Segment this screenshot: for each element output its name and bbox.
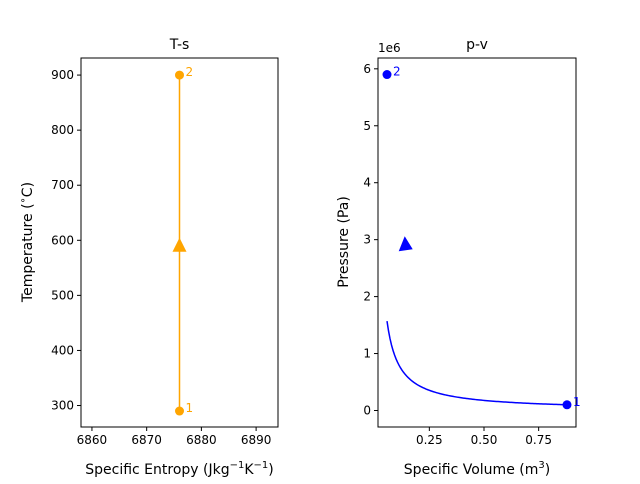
y-tick-label: 800 (51, 123, 74, 137)
state-point-1 (175, 406, 184, 416)
state-label-2: 2 (393, 65, 401, 79)
y-tick-label: 300 (51, 399, 74, 413)
pv-y-axis-label: Pressure (Pa) (336, 196, 352, 288)
ts-x-ticks: 6860 6870 6880 6890 (77, 427, 272, 447)
ts-y-ticks: 300 400 500 600 700 800 900 (51, 68, 81, 413)
pv-y-ticks: 0 1 2 3 4 5 6 (363, 62, 378, 417)
x-tick-label: 6890 (241, 433, 272, 447)
y-tick-label: 5 (363, 119, 371, 133)
ts-x-axis-label: Specific Entropy (Jkg−1K−1) (85, 460, 274, 478)
x-tick-label: 0.50 (471, 433, 498, 447)
x-tick-label: 0.25 (416, 433, 443, 447)
pv-x-axis-label: Specific Volume (m3) (404, 460, 550, 478)
state-label-1: 1 (186, 401, 194, 415)
x-tick-label: 6880 (186, 433, 217, 447)
y-tick-label: 400 (51, 343, 74, 357)
ts-chart: T-s 6860 6870 6880 6890 300 400 500 600 700 800 9… (18, 37, 279, 478)
y-tick-label: 6 (363, 62, 371, 76)
ts-y-axis-label: Temperature (∘C) (18, 182, 36, 303)
x-tick-label: 6870 (131, 433, 162, 447)
process-line (386, 321, 568, 406)
y-tick-label: 0 (363, 403, 371, 417)
ts-plot-area: 12 (172, 65, 194, 416)
y-tick-label: 4 (363, 176, 371, 190)
state-point-1 (562, 400, 572, 410)
direction-arrow (398, 236, 413, 252)
y-tick-label: 700 (51, 178, 74, 192)
ts-axes-frame (80, 57, 279, 428)
state-point-2 (175, 70, 184, 80)
pv-y-scale-offset: 1e6 (378, 41, 401, 55)
direction-arrow (172, 237, 187, 252)
state-label-1: 1 (573, 395, 581, 409)
y-tick-label: 500 (51, 288, 74, 302)
x-tick-label: 6860 (77, 433, 108, 447)
x-tick-label: 0.75 (525, 433, 552, 447)
y-tick-label: 3 (363, 233, 371, 247)
pv-plot-area: 12 (382, 65, 581, 410)
y-tick-label: 1 (363, 347, 371, 361)
state-point-2 (382, 70, 392, 80)
pv-title: p-v (466, 37, 488, 53)
y-tick-label: 600 (51, 233, 74, 247)
pv-x-ticks: 0.25 0.50 0.75 (416, 427, 552, 447)
pv-axes-frame (377, 57, 577, 428)
y-tick-label: 2 (363, 290, 371, 304)
state-label-2: 2 (186, 65, 194, 79)
ts-title: T-s (169, 37, 190, 53)
y-tick-label: 900 (51, 68, 74, 82)
